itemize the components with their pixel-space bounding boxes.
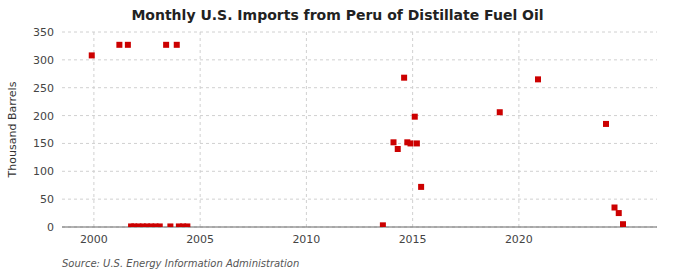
point: [620, 221, 626, 227]
point: [157, 223, 163, 227]
y-grid-line: [62, 32, 657, 33]
x-grid-line: [518, 32, 519, 227]
x-tick-label: 2010: [292, 233, 320, 246]
x-tick-label: 2015: [399, 233, 427, 246]
point: [535, 76, 541, 82]
point: [603, 121, 609, 127]
y-tick-label: 0: [47, 221, 54, 234]
point: [418, 184, 424, 190]
points: [89, 42, 626, 227]
point: [395, 146, 401, 152]
point: [412, 114, 418, 120]
y-axis-label: Thousand Barrels: [6, 81, 19, 178]
y-tick-label: 350: [33, 26, 54, 39]
source-note: Source: U.S. Energy Information Administ…: [62, 258, 299, 269]
y-tick-label: 200: [33, 110, 54, 123]
point: [497, 109, 503, 115]
point: [174, 42, 180, 48]
point: [116, 42, 122, 48]
point: [380, 222, 386, 227]
y-grid-line: [62, 115, 657, 116]
point: [616, 210, 622, 216]
point: [163, 42, 169, 48]
x-grid-line: [306, 32, 307, 227]
x-tick-label: 2000: [80, 233, 108, 246]
point: [167, 223, 173, 227]
x-tick-label: 2005: [186, 233, 214, 246]
point: [391, 139, 397, 145]
y-grid-line: [62, 87, 657, 88]
y-tick-label: 300: [33, 54, 54, 67]
y-tick-label: 50: [40, 193, 54, 206]
point: [125, 42, 131, 48]
y-grid-line: [62, 171, 657, 172]
y-tick-label: 100: [33, 165, 54, 178]
x-grid-line: [200, 32, 201, 227]
y-grid-line: [62, 199, 657, 200]
point: [89, 52, 95, 58]
grid: [62, 32, 657, 227]
y-grid-line: [62, 59, 657, 60]
y-tick-label: 150: [33, 137, 54, 150]
point: [612, 205, 618, 211]
x-tick-label: 2020: [505, 233, 533, 246]
y-grid-line: [62, 143, 657, 144]
point: [184, 223, 190, 227]
x-grid-line: [93, 32, 94, 227]
point: [401, 75, 407, 81]
point: [414, 140, 420, 146]
y-tick-label: 250: [33, 82, 54, 95]
point: [408, 140, 414, 146]
x-grid-line: [412, 32, 413, 227]
chart: 0 50 100 150 200 250 300 350 2000 2005 2010 2015 202…: [0, 0, 675, 275]
title: Monthly U.S. Imports from Peru of Distil…: [131, 7, 543, 23]
